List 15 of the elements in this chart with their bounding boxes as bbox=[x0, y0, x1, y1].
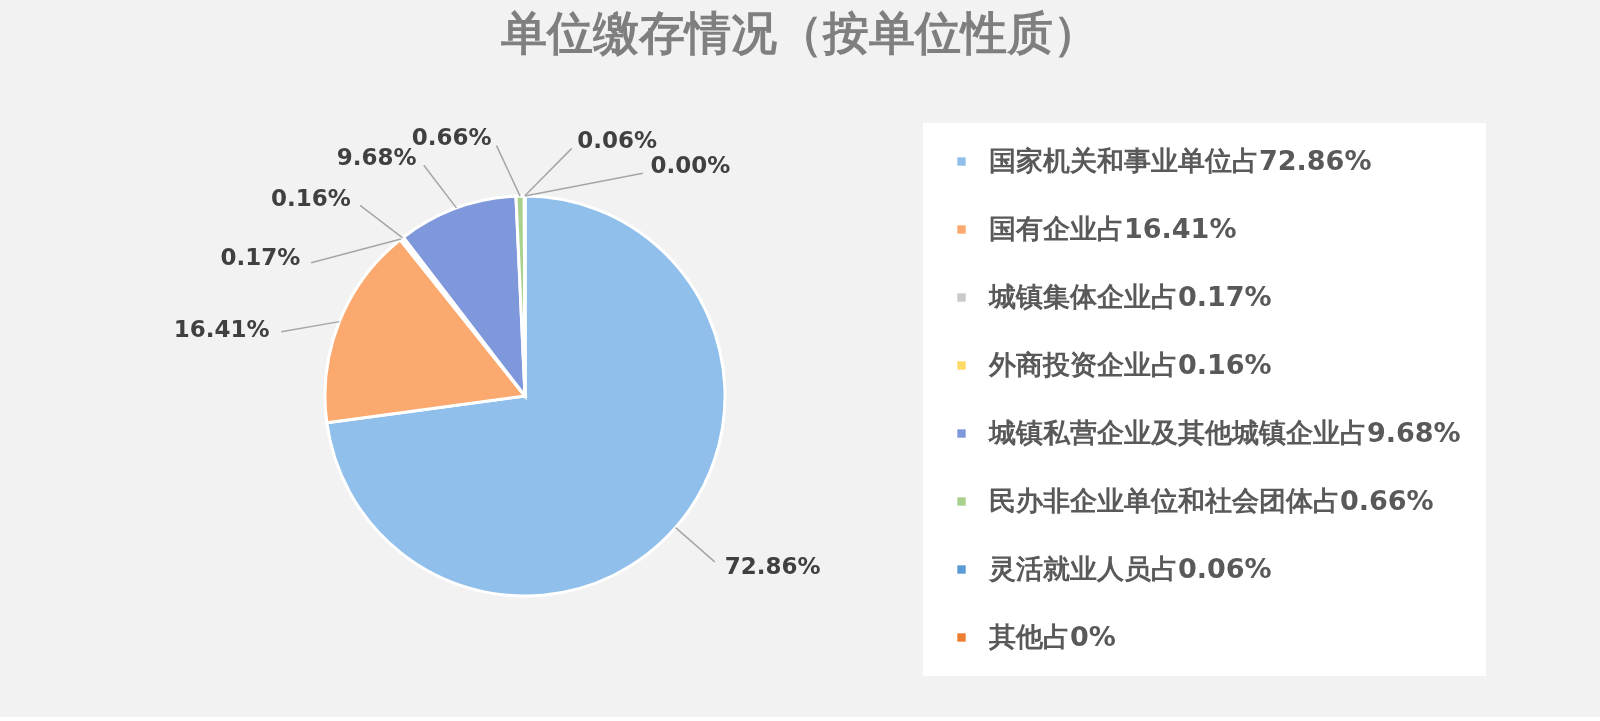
data-label: 0.16% bbox=[271, 185, 351, 212]
legend-label: 民办非企业单位和社会团体占0.66% bbox=[989, 484, 1434, 516]
data-label: 0.17% bbox=[220, 244, 301, 271]
legend-label: 城镇集体企业占0.17% bbox=[988, 280, 1272, 312]
data-label: 0.06% bbox=[577, 126, 658, 153]
text: 0.00% bbox=[650, 152, 731, 179]
data-label: 16.41% bbox=[173, 315, 270, 342]
legend-label: 灵活就业人员占0.06% bbox=[988, 552, 1272, 584]
legend-label: 国有企业占16.41% bbox=[989, 212, 1237, 244]
legend-label: 外商投资企业占0.16% bbox=[988, 348, 1272, 380]
data-label: 72.86% bbox=[724, 553, 821, 580]
legend-label: 国家机关和事业单位占72.86% bbox=[989, 144, 1372, 176]
chart-title: 单位缴存情况（按单位性质） bbox=[500, 6, 1099, 60]
legend-label: 城镇私营企业及其他城镇企业占9.68% bbox=[988, 416, 1461, 448]
legend-label: 其他占0% bbox=[988, 620, 1116, 652]
